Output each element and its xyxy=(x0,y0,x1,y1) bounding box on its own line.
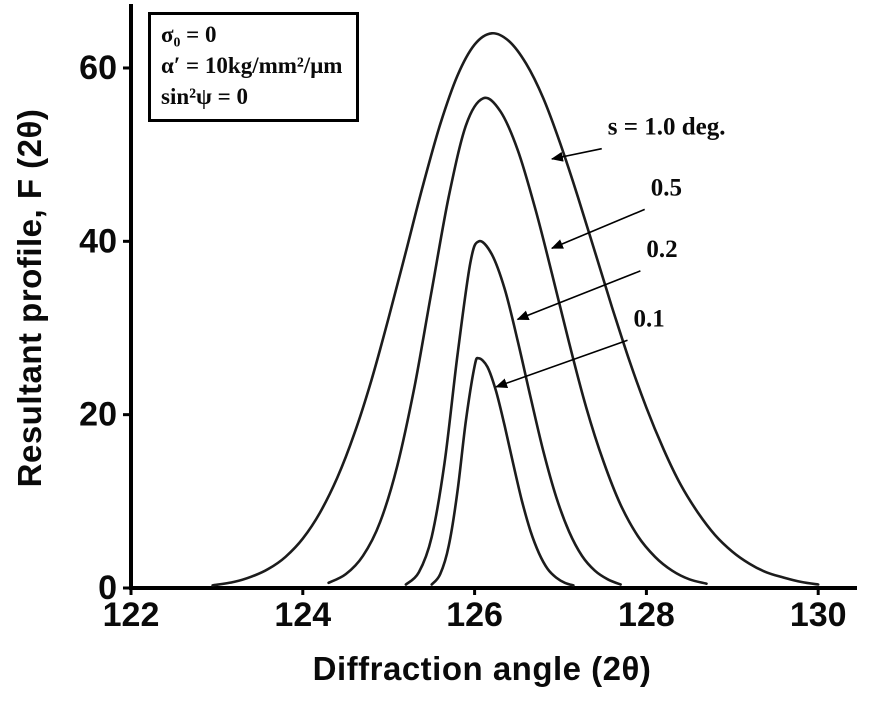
x-tick-label-126: 126 xyxy=(446,596,503,634)
x-tick-label-122: 122 xyxy=(103,596,160,634)
annotation-line-alpha: α′ = 10kg/mm²/μm xyxy=(161,52,343,78)
curve-annotation-arrow-0.2 xyxy=(516,270,641,321)
y-tick-label-0: 0 xyxy=(98,569,117,607)
annotation-line-sin2psi: sin²ψ = 0 xyxy=(161,83,248,109)
curve-label-0.2: 0.2 xyxy=(646,236,677,263)
y-axis-title: Resultant profile, F (2θ) xyxy=(11,108,48,488)
curve-s-1-deg xyxy=(211,31,820,587)
curve-annotation-arrow-0.1 xyxy=(495,339,628,388)
curve-annotation-arrow-0.5 xyxy=(550,208,646,249)
y-tick-label-40: 40 xyxy=(79,222,117,260)
parameter-annotation-box: σ₀ = 0 α′ = 10kg/mm²/μm sin²ψ = 0 xyxy=(148,12,360,123)
curve-annotation-arrow-s-1.0-deg. xyxy=(550,147,602,162)
curve-s-0.1-deg xyxy=(430,356,575,587)
annotation-line-sigma0: σ₀ = 0 xyxy=(161,22,217,47)
curve-s-0.2-deg xyxy=(404,239,622,586)
x-axis-title: Diffraction angle (2θ) xyxy=(312,650,652,687)
curve-s-0.5-deg xyxy=(327,96,708,585)
curve-label-0.1: 0.1 xyxy=(634,305,665,332)
y-tick-label-20: 20 xyxy=(79,396,117,434)
curve-label-0.5: 0.5 xyxy=(651,174,682,201)
x-tick-label-128: 128 xyxy=(618,596,675,634)
curve-label-s-1.0-deg.: s = 1.0 deg. xyxy=(608,114,726,141)
y-tick-label-60: 60 xyxy=(79,49,117,87)
x-tick-label-130: 130 xyxy=(790,596,847,634)
x-tick-label-124: 124 xyxy=(274,596,331,634)
